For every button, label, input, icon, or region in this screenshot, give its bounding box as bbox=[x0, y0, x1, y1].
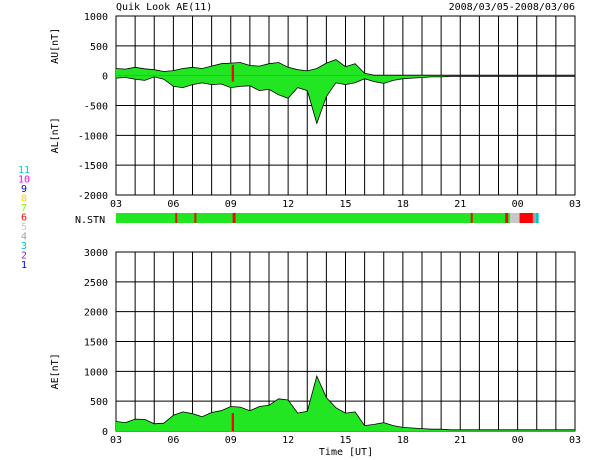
au-al-xtick-label: 06 bbox=[167, 199, 179, 210]
nstn-segment bbox=[175, 213, 178, 223]
au-al-ytick-label: -1500 bbox=[78, 161, 108, 172]
ae-xtick-label: 09 bbox=[225, 435, 237, 446]
ae-ytick-label: 0 bbox=[102, 427, 108, 438]
ae-ytick-label: 2000 bbox=[84, 308, 108, 319]
red-marker bbox=[231, 64, 235, 82]
au-area bbox=[116, 59, 575, 76]
ae-area bbox=[116, 376, 575, 431]
au-al-xtick-label: 03 bbox=[110, 199, 122, 210]
legend-station-2: 2 bbox=[21, 251, 27, 262]
ae-line bbox=[115, 374, 575, 431]
nstn-segment bbox=[509, 213, 520, 223]
y-axis-label-al: AL[nT] bbox=[50, 117, 61, 153]
legend-station-8: 8 bbox=[21, 194, 27, 205]
chart-title: Quik Look AE(11) bbox=[116, 2, 212, 13]
x-axis-label: Time [UT] bbox=[319, 447, 373, 458]
ae-ytick-label: 500 bbox=[90, 397, 108, 408]
legend-station-9: 9 bbox=[21, 184, 27, 195]
legend-station-10: 10 bbox=[18, 175, 30, 186]
ae-xtick-label: 03 bbox=[569, 435, 581, 446]
ae-xtick-label: 18 bbox=[397, 435, 409, 446]
au-al-ytick-label: 1000 bbox=[84, 12, 108, 23]
ae-ytick-label: 2500 bbox=[84, 278, 108, 289]
au-al-ytick-label: 500 bbox=[90, 42, 108, 53]
legend-station-6: 6 bbox=[21, 213, 27, 224]
ae-ytick-label: 3000 bbox=[84, 248, 108, 259]
nstn-segment bbox=[519, 213, 533, 223]
legend-station-11: 11 bbox=[18, 165, 30, 176]
au-al-xtick-label: 03 bbox=[569, 199, 581, 210]
nstn-segment bbox=[194, 213, 197, 223]
ae-xtick-label: 15 bbox=[339, 435, 351, 446]
al-line bbox=[115, 75, 575, 125]
au-al-frame bbox=[115, 15, 576, 196]
ae-ytick-label: 1500 bbox=[84, 338, 108, 349]
nstn-segment bbox=[470, 213, 473, 223]
ae-xtick-label: 06 bbox=[167, 435, 179, 446]
au-al-ytick-label: 0 bbox=[102, 72, 108, 83]
legend-station-3: 3 bbox=[21, 241, 27, 252]
au-al-xtick-label: 15 bbox=[339, 199, 351, 210]
nstn-segment bbox=[535, 213, 539, 223]
ae-ytick-label: 1000 bbox=[84, 367, 108, 378]
station-count-bar bbox=[116, 213, 539, 223]
au-line bbox=[115, 59, 575, 76]
au-al-xtick-label: 18 bbox=[397, 199, 409, 210]
au-al-xtick-label: 09 bbox=[225, 199, 237, 210]
y-axis-label-au: AU[nT] bbox=[50, 28, 61, 64]
au-al-ytick-label: -1000 bbox=[78, 131, 108, 142]
nstn-segment bbox=[232, 213, 236, 223]
legend-station-7: 7 bbox=[21, 203, 27, 214]
nstn-segment bbox=[116, 213, 510, 223]
au-al-xtick-label: 00 bbox=[512, 199, 524, 210]
date-range: 2008/03/05-2008/03/06 bbox=[449, 2, 575, 13]
nstn-label: N.STN bbox=[75, 215, 105, 226]
y-axis-label-ae: AE[nT] bbox=[50, 353, 61, 389]
legend-station-4: 4 bbox=[21, 232, 27, 243]
red-marker bbox=[231, 413, 235, 431]
nstn-segment bbox=[505, 213, 509, 223]
au-al-xtick-label: 12 bbox=[282, 199, 294, 210]
au-al-ytick-label: -2000 bbox=[78, 191, 108, 202]
ae-xtick-label: 03 bbox=[110, 435, 122, 446]
legend-station-1: 1 bbox=[21, 260, 27, 271]
ae-xtick-label: 12 bbox=[282, 435, 294, 446]
au-al-xtick-label: 21 bbox=[454, 199, 466, 210]
ae-xtick-label: 21 bbox=[454, 435, 466, 446]
legend-station-5: 5 bbox=[21, 222, 27, 233]
nstn-segment bbox=[532, 213, 536, 223]
au-al-ytick-label: -500 bbox=[84, 102, 108, 113]
ae-xtick-label: 00 bbox=[512, 435, 524, 446]
